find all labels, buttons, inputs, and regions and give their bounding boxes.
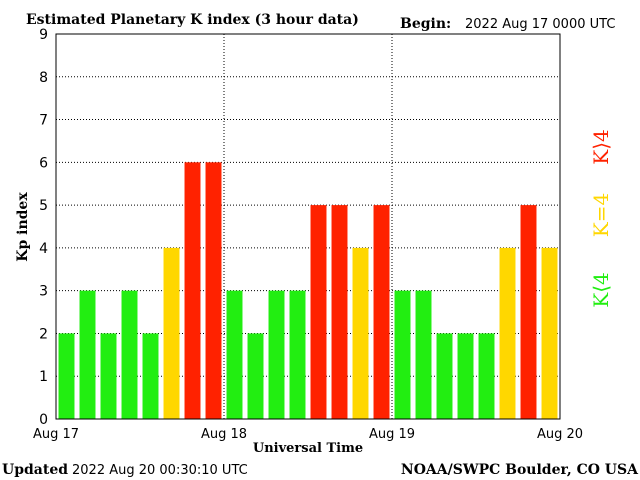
y-tick-label: 8 xyxy=(39,70,48,86)
y-tick-label: 4 xyxy=(39,241,48,257)
legend-high: K⟩4 xyxy=(589,129,613,164)
kp-bar xyxy=(58,333,75,419)
credit: NOAA/SWPC Boulder, CO USA xyxy=(401,462,639,478)
x-tick-label: Aug 19 xyxy=(369,427,415,442)
chart-title: Estimated Planetary K index (3 hour data… xyxy=(26,12,359,28)
kp-bar xyxy=(184,162,201,420)
y-tick-label: 0 xyxy=(39,412,48,428)
kp-bar xyxy=(541,247,558,419)
kp-bar xyxy=(79,290,96,419)
kp-bar xyxy=(373,205,390,419)
kp-bar xyxy=(163,247,180,419)
begin-label: Begin: xyxy=(400,16,451,32)
x-tick-label: Aug 17 xyxy=(33,427,79,442)
kp-bar xyxy=(457,333,474,419)
kp-bar xyxy=(352,247,369,419)
y-tick-labels: 0 1 2 3 4 5 6 7 8 9 xyxy=(39,27,48,428)
legend-low: K⟨4 xyxy=(589,272,613,307)
kp-bar xyxy=(310,205,327,419)
y-tick-label: 3 xyxy=(39,284,48,300)
kp-bar xyxy=(520,205,537,419)
plot-frame xyxy=(55,33,561,420)
kp-bar xyxy=(436,333,453,419)
x-tick-label: Aug 20 xyxy=(537,427,583,442)
y-tick-label: 9 xyxy=(39,27,48,43)
x-axis-label: Universal Time xyxy=(253,441,363,456)
kp-bar xyxy=(289,290,306,419)
kp-bar xyxy=(268,290,285,419)
kp-bar xyxy=(415,290,432,419)
x-tick-label: Aug 18 xyxy=(201,427,247,442)
y-tick-label: 6 xyxy=(39,155,48,171)
kp-bar xyxy=(394,290,411,419)
kp-bar xyxy=(100,333,117,419)
updated-value: 2022 Aug 20 00:30:10 UTC xyxy=(72,463,248,478)
begin-value: 2022 Aug 17 0000 UTC xyxy=(465,17,615,32)
y-tick-label: 1 xyxy=(39,369,48,385)
y-tick-label: 2 xyxy=(39,326,48,342)
kp-bar xyxy=(499,247,516,419)
y-axis-label: Kp index xyxy=(15,192,31,262)
y-tick-label: 5 xyxy=(39,198,48,214)
kp-bar xyxy=(226,290,243,419)
kp-bar xyxy=(331,205,348,419)
y-tick-label: 7 xyxy=(39,113,48,129)
kp-bar xyxy=(121,290,138,419)
legend-mid: K=4 xyxy=(589,193,613,237)
kp-bar xyxy=(205,162,222,420)
kp-bar xyxy=(142,333,159,419)
x-tick-labels: Aug 17 Aug 18 Aug 19 Aug 20 xyxy=(33,427,583,442)
kp-bar xyxy=(247,333,264,419)
kp-bar xyxy=(478,333,495,419)
updated-label: Updated xyxy=(2,462,68,478)
bars-layer xyxy=(58,162,558,420)
